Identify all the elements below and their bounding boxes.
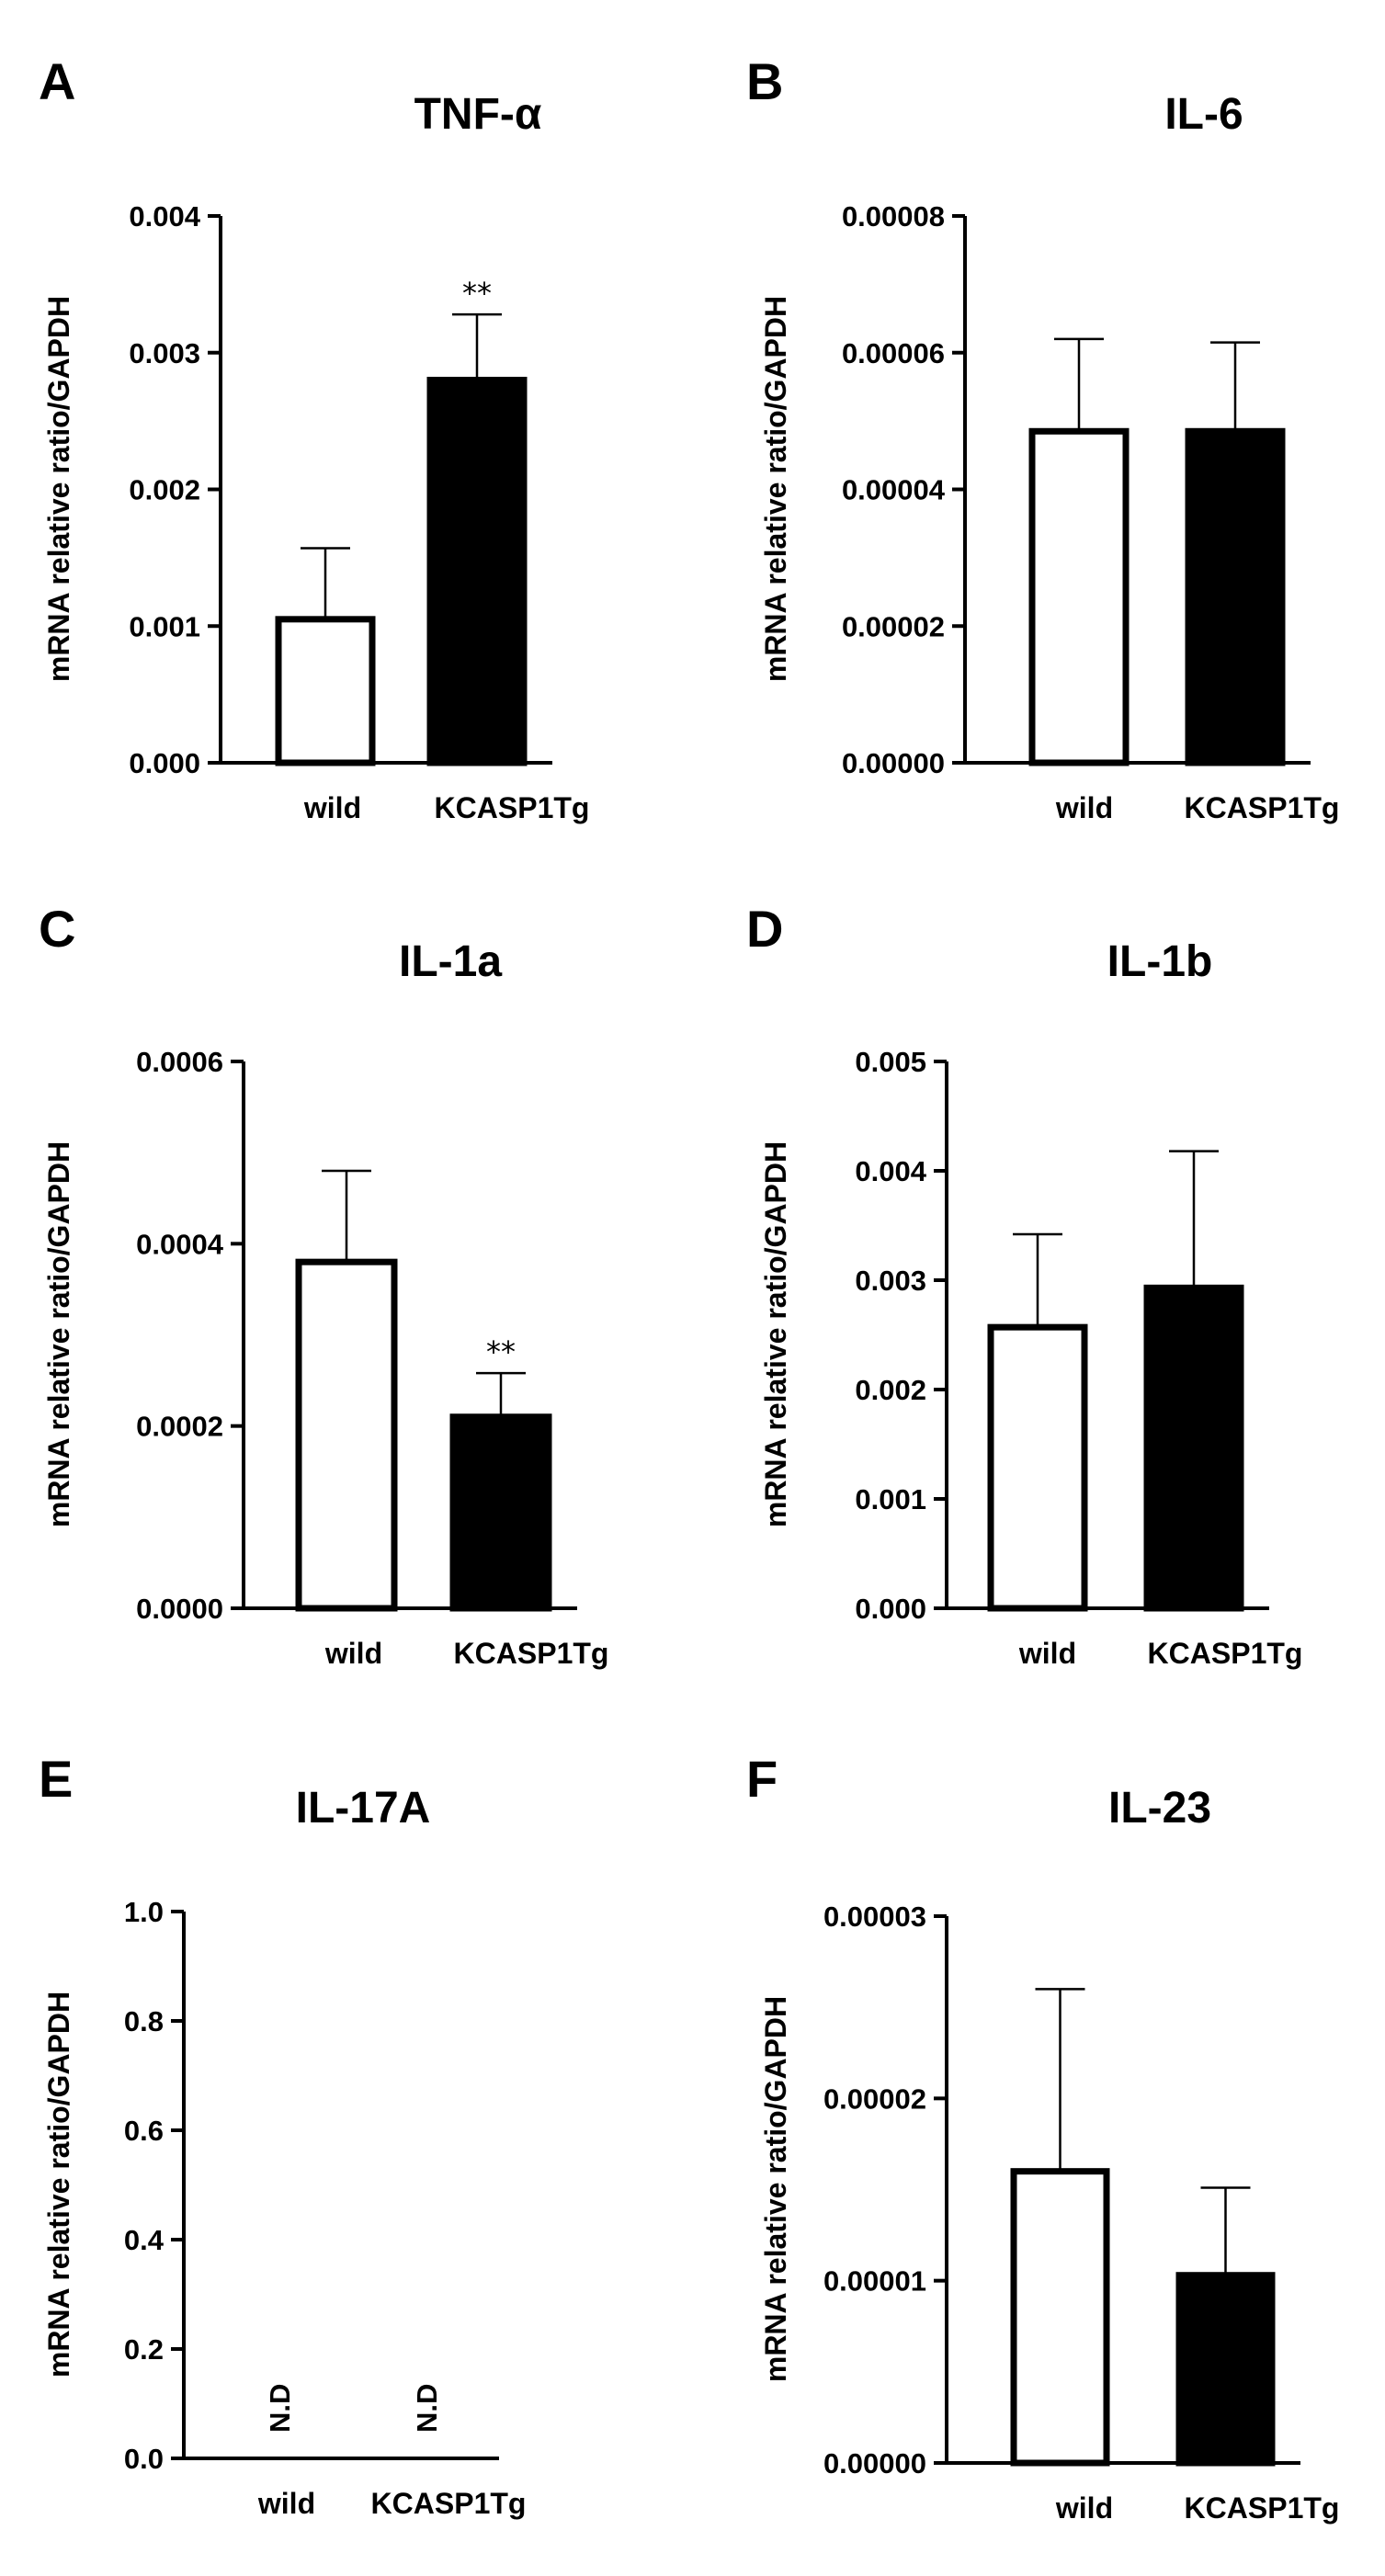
x-tick-label: wild <box>1018 1637 1076 1670</box>
panel-title: TNF-α <box>414 90 542 139</box>
value-label: N.D <box>411 2384 443 2433</box>
y-tick-label: 0.001 <box>129 610 200 642</box>
panel-letter: F <box>746 1750 778 1808</box>
y-tick-label: 0.0006 <box>136 1046 223 1078</box>
x-tick-label: KCASP1Tg <box>1185 2491 1340 2525</box>
x-tick-label: wild <box>303 791 361 824</box>
y-axis-label: mRNA relative ratio/GAPDH <box>759 1141 792 1527</box>
y-tick-label: 0.001 <box>855 1483 926 1515</box>
y-tick-label: 0.003 <box>855 1265 926 1297</box>
panel-b: B IL-6 mRNA relative ratio/GAPDH 0.00000 0.0… <box>746 52 1339 824</box>
panel-title: IL-23 <box>1108 1784 1211 1833</box>
panel-letter: D <box>746 900 783 958</box>
x-tick-label: KCASP1Tg <box>454 1637 609 1670</box>
bar-kcasp1tg <box>449 1413 552 1612</box>
bar-wild <box>1028 427 1130 766</box>
bar-kcasp1tg <box>1175 2272 1276 2467</box>
panel-a: A TNF-α mRNA relative ratio/GAPDH 0.000 0.00… <box>39 52 589 824</box>
y-tick-label: 0.8 <box>124 2005 164 2037</box>
y-tick-label: 0.00006 <box>842 337 945 369</box>
bar-wild <box>1010 2168 1110 2467</box>
y-tick-label: 0.0000 <box>136 1593 223 1625</box>
panel-d: D IL-1b mRNA relative ratio/GAPDH 0.000 0.00… <box>746 900 1302 1670</box>
x-tick-label: KCASP1Tg <box>371 2487 527 2520</box>
significance-marker: ** <box>462 276 492 311</box>
y-tick-label: 1.0 <box>124 1896 164 1928</box>
panel-f: F IL-23 mRNA relative ratio/GAPDH 0.00000 0.… <box>746 1750 1339 2525</box>
bar-kcasp1tg <box>426 377 528 766</box>
significance-marker: ** <box>486 1334 516 1369</box>
panel-letter: C <box>39 900 75 958</box>
x-tick-label: KCASP1Tg <box>1185 791 1340 824</box>
y-tick-label: 0.00002 <box>842 610 945 642</box>
y-tick-label: 0.0004 <box>136 1228 224 1260</box>
y-tick-label: 0.00000 <box>823 2447 926 2480</box>
y-tick-label: 0.00002 <box>823 2082 926 2115</box>
y-tick-label: 0.00008 <box>842 200 945 233</box>
panel-title: IL-17A <box>296 1784 431 1833</box>
y-tick-label: 0.00001 <box>823 2265 926 2298</box>
y-tick-label: 0.2 <box>124 2333 164 2366</box>
y-tick-label: 0.003 <box>129 337 200 369</box>
x-tick-label: KCASP1Tg <box>1148 1637 1303 1670</box>
y-axis-label: mRNA relative ratio/GAPDH <box>759 1996 792 2382</box>
panel-c: C IL-1a mRNA relative ratio/GAPDH 0.0000 0.0… <box>39 900 608 1670</box>
panel-e: E IL-17A mRNA relative ratio/GAPDH 0.0 0.2 0.… <box>39 1750 526 2520</box>
y-tick-label: 0.00000 <box>842 747 945 779</box>
panel-title: IL-1b <box>1107 937 1213 986</box>
y-tick-label: 0.00003 <box>823 1901 926 1933</box>
panel-letter: A <box>39 52 75 110</box>
bar-kcasp1tg <box>1185 427 1286 766</box>
x-tick-label: wild <box>324 1637 382 1670</box>
y-tick-label: 0.004 <box>129 200 200 233</box>
x-tick-label: wild <box>257 2487 315 2520</box>
y-axis-label: mRNA relative ratio/GAPDH <box>42 1141 75 1527</box>
panel-title: IL-1a <box>399 937 502 986</box>
y-tick-label: 0.000 <box>855 1593 926 1625</box>
y-axis-label: mRNA relative ratio/GAPDH <box>42 296 75 682</box>
y-tick-label: 0.00004 <box>842 474 946 506</box>
y-tick-label: 0.6 <box>124 2115 164 2147</box>
bar-wild <box>295 1258 398 1612</box>
bar-wild <box>275 616 376 766</box>
y-axis-label: mRNA relative ratio/GAPDH <box>759 296 792 682</box>
panel-letter: B <box>746 52 783 110</box>
y-tick-label: 0.0 <box>124 2443 164 2475</box>
y-tick-label: 0.000 <box>129 747 200 779</box>
panel-letter: E <box>39 1750 73 1808</box>
y-tick-label: 0.4 <box>124 2224 165 2256</box>
y-tick-label: 0.004 <box>855 1155 926 1187</box>
bar-kcasp1tg <box>1143 1284 1244 1612</box>
y-tick-label: 0.002 <box>855 1374 926 1406</box>
y-tick-label: 0.0002 <box>136 1411 223 1443</box>
x-tick-label: wild <box>1055 791 1113 824</box>
panel-title: IL-6 <box>1164 90 1243 139</box>
x-tick-label: wild <box>1055 2491 1113 2525</box>
value-label: N.D <box>264 2384 296 2433</box>
y-axis-label: mRNA relative ratio/GAPDH <box>42 1992 75 2377</box>
y-tick-label: 0.005 <box>855 1046 926 1078</box>
bar-wild <box>987 1323 1088 1612</box>
y-tick-label: 0.002 <box>129 474 200 506</box>
x-tick-label: KCASP1Tg <box>435 791 590 824</box>
